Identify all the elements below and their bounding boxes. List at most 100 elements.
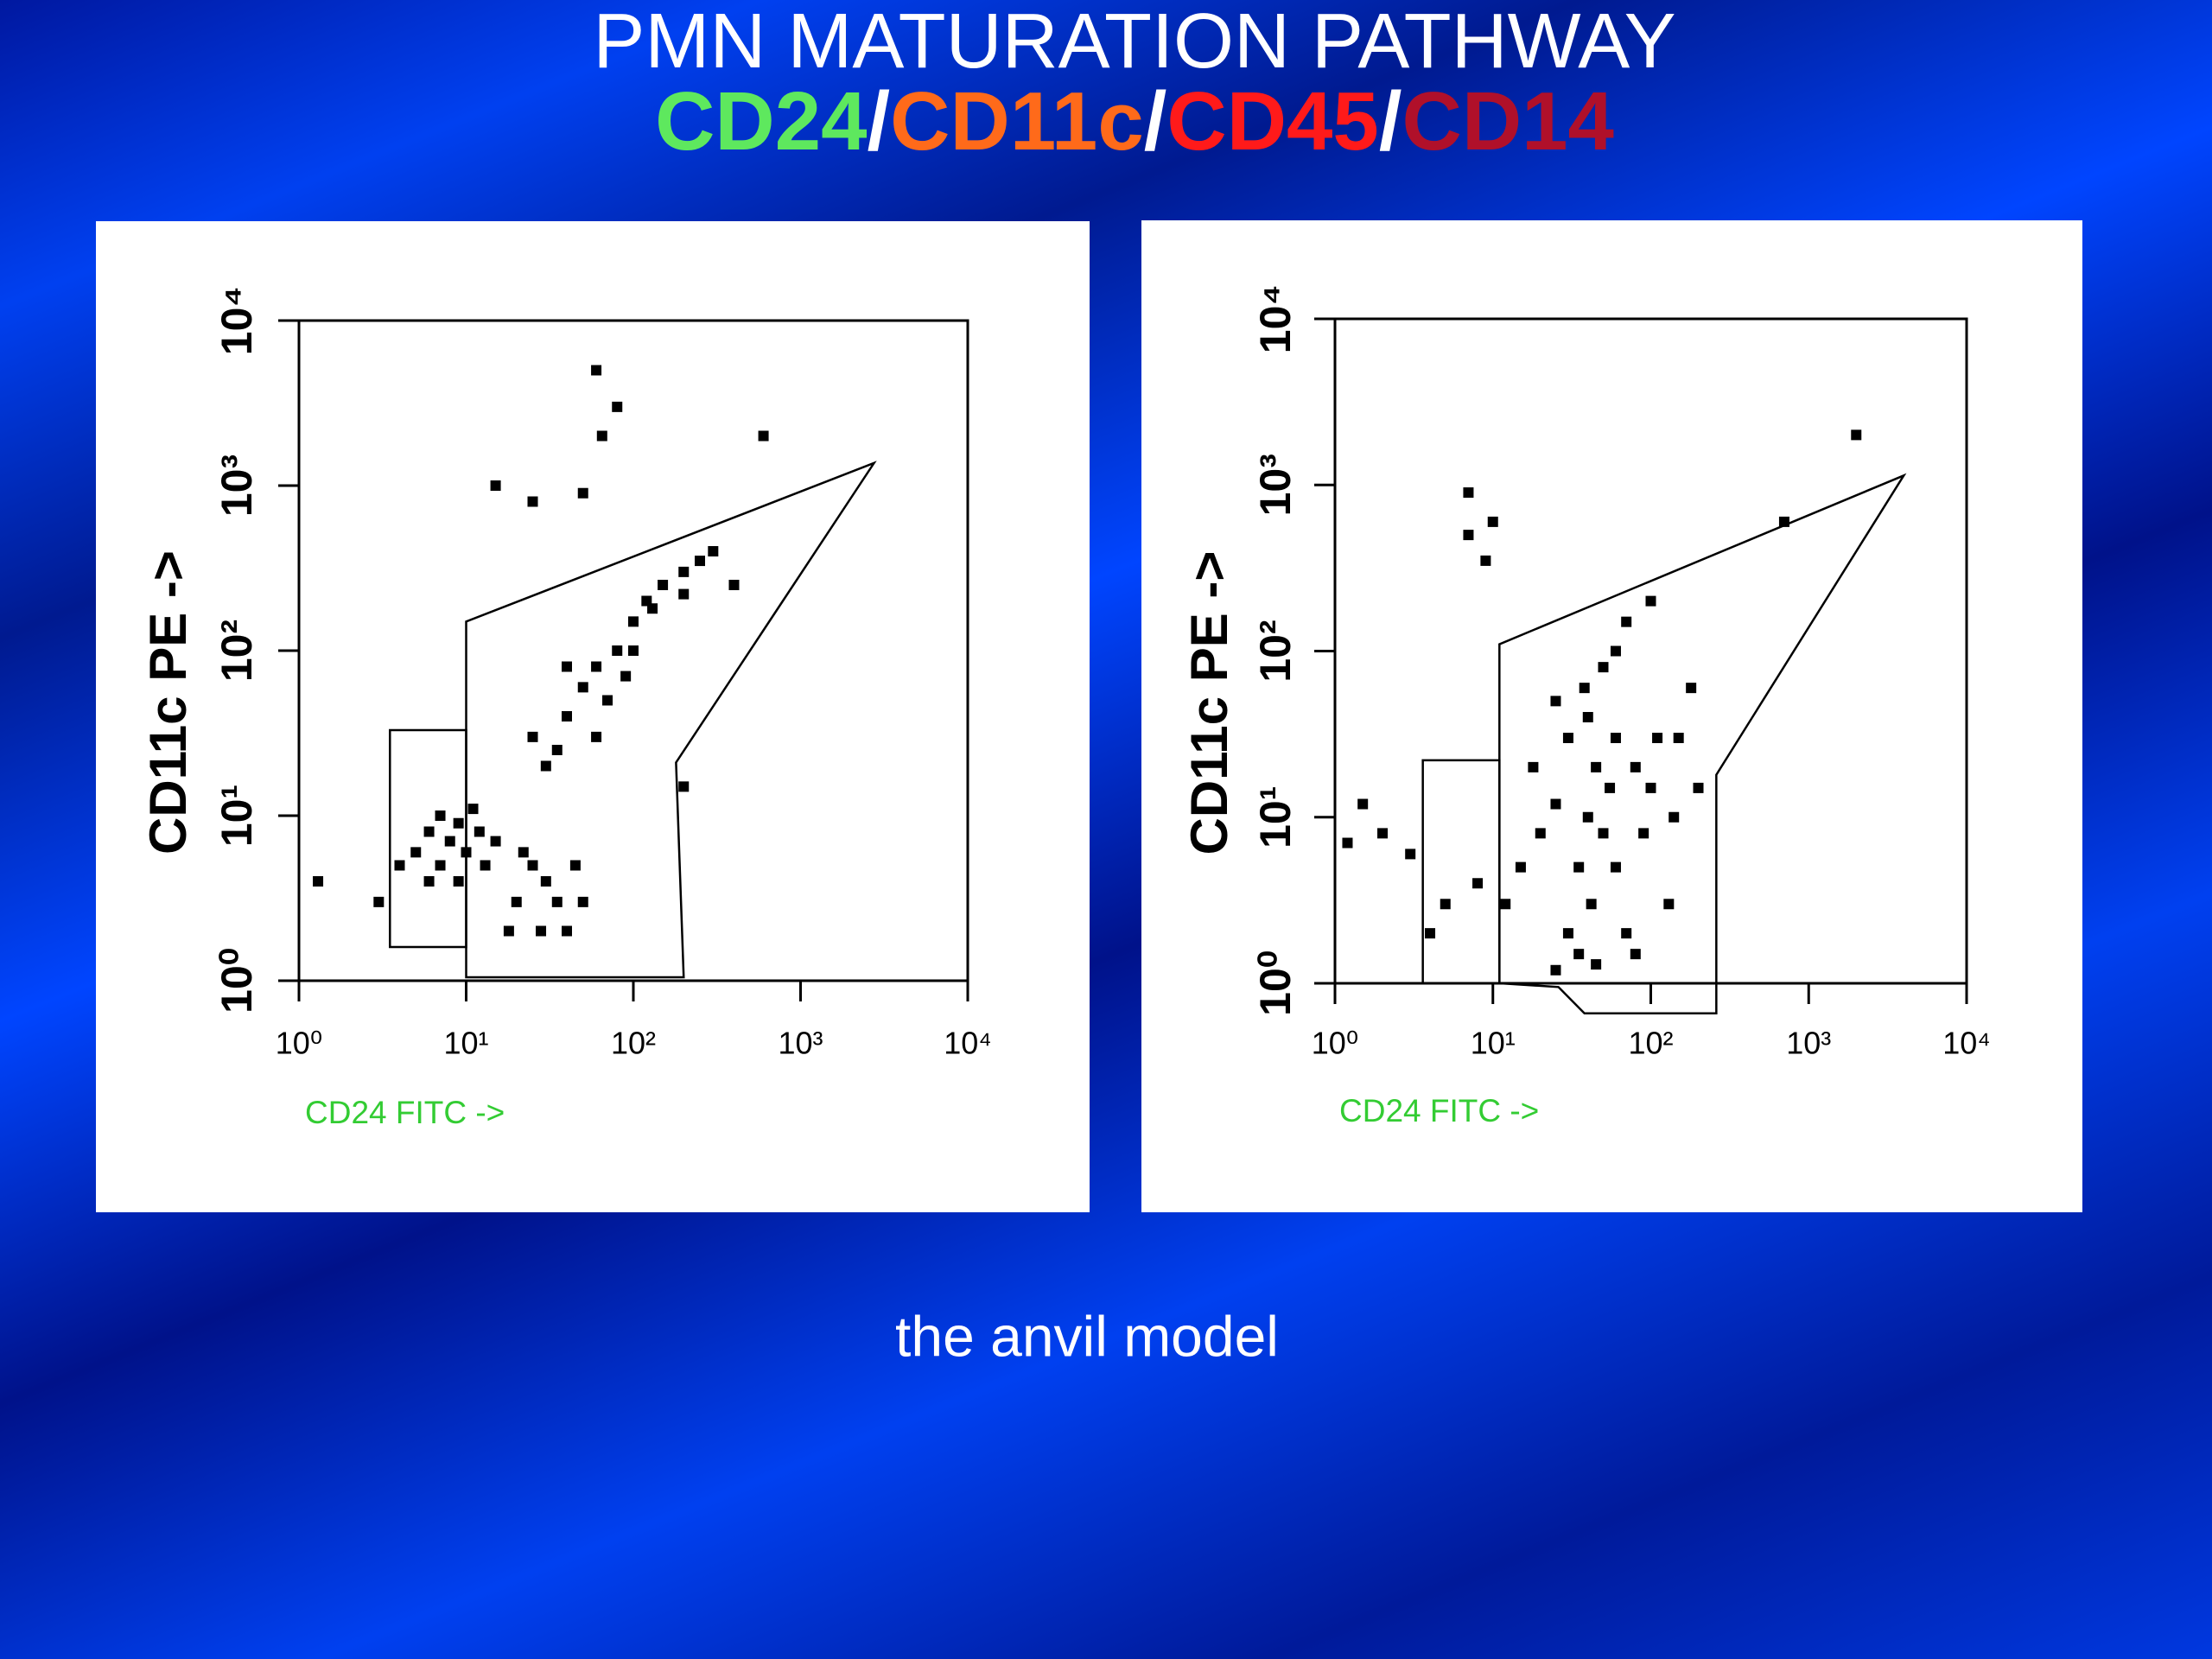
point [1357,798,1369,810]
point [1598,662,1609,673]
point [1693,782,1704,793]
point [1573,861,1585,873]
point [1550,696,1561,707]
point [1550,964,1561,976]
point [1562,733,1573,744]
x-tick-label: 10⁰ [1312,1026,1358,1061]
point [620,671,632,682]
point [1591,959,1602,970]
point [758,430,769,442]
y-tick-label: 10² [213,620,261,682]
point [394,860,405,871]
point [561,661,572,672]
point [602,695,613,706]
point [1610,861,1621,873]
subtitle-part: / [1144,75,1167,168]
point [577,896,588,907]
point [1630,949,1641,960]
point [467,804,479,815]
point [1851,429,1862,441]
point [1463,487,1474,499]
subtitle-part: CD45 [1166,75,1378,168]
point [423,876,435,887]
point [1480,555,1491,566]
point [540,876,551,887]
point [561,925,572,937]
point [1377,828,1389,839]
point [540,760,551,772]
point [596,430,607,442]
point [1598,828,1609,839]
point [561,711,572,722]
point [1669,811,1680,823]
point [474,826,485,837]
gate [389,728,467,949]
point [1487,516,1498,527]
x-tick-label: 10³ [1786,1026,1831,1061]
gate [465,461,877,979]
point [1591,761,1602,772]
point [1535,828,1546,839]
point [1342,837,1353,849]
point [490,480,501,491]
panel [1141,220,2082,1212]
point [1586,899,1597,910]
point [1621,928,1632,939]
slide-subtitle: CD24/CD11c/CD45/CD14 [655,75,1614,168]
y-axis-label: CD11c PE -> [139,550,197,855]
gate [1421,759,1501,985]
point [1663,899,1675,910]
x-tick-label: 10² [611,1026,656,1061]
x-axis-label: CD24 FITC -> [1339,1093,1539,1128]
point [1652,733,1663,744]
point [1562,928,1573,939]
point [1610,733,1621,744]
point [511,896,522,907]
point [1405,849,1416,860]
point [435,810,446,821]
point [1610,645,1621,657]
gate [1498,473,1907,1014]
x-tick-label: 10¹ [443,1026,488,1061]
point [1550,798,1561,810]
point [612,645,623,656]
point [518,847,529,858]
point [591,661,602,672]
point [708,546,719,557]
point [678,566,690,577]
point [551,744,563,755]
point [591,731,602,742]
y-tick-label: 10¹ [1251,786,1300,849]
point [435,860,446,871]
point [313,876,324,887]
point [1500,899,1511,910]
point [1528,761,1539,772]
point [1582,712,1593,723]
point [591,365,602,376]
point [1673,733,1684,744]
y-tick-label: 10¹ [213,785,261,847]
point [1425,928,1436,939]
y-tick-label: 10³ [213,454,261,517]
point [577,682,588,693]
point [1463,530,1474,541]
point [527,731,538,742]
subtitle-part: CD14 [1402,75,1613,168]
point [678,588,690,600]
point [527,496,538,507]
point [461,847,472,858]
y-tick-label: 10³ [1251,454,1300,516]
y-tick-label: 10² [1251,620,1300,682]
point [695,556,706,567]
x-tick-label: 10² [1628,1026,1673,1061]
point [1515,861,1526,873]
point [647,603,658,614]
y-tick-label: 10⁰ [213,948,261,1014]
x-tick-label: 10³ [778,1026,823,1061]
point [628,616,639,627]
point [658,579,669,590]
point [1630,761,1641,772]
point [536,925,547,937]
